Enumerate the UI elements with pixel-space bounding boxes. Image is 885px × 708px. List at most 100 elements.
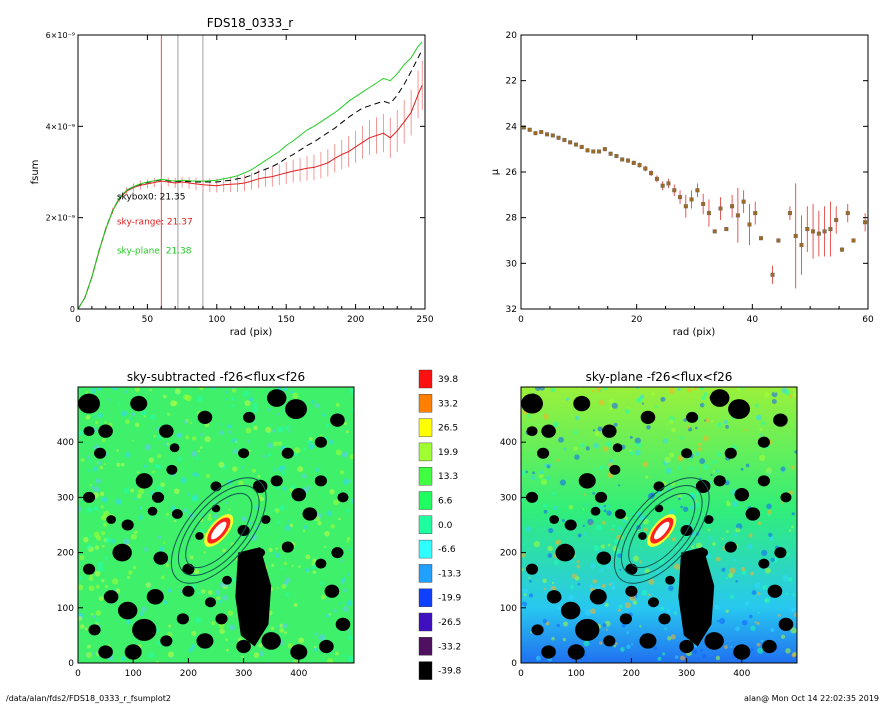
noise-speckle	[535, 502, 538, 505]
masked-source	[121, 519, 134, 531]
noise-speckle	[194, 617, 202, 624]
noise-speckle	[86, 543, 92, 550]
masked-source	[734, 488, 750, 502]
noise-speckle	[577, 582, 581, 586]
noise-speckle	[612, 524, 616, 528]
image-xtick-label: 100	[125, 669, 142, 679]
noise-speckle	[523, 543, 526, 546]
masked-source	[525, 563, 539, 575]
noise-speckle	[104, 584, 109, 589]
noise-speckle	[790, 627, 797, 634]
noise-speckle	[754, 621, 757, 624]
noise-speckle	[657, 656, 662, 661]
masked-source	[612, 443, 623, 453]
noise-speckle	[350, 497, 354, 504]
noise-speckle	[225, 390, 229, 394]
image-ytick-label: 100	[57, 604, 74, 614]
masked-source	[252, 479, 268, 493]
mu-point	[724, 227, 729, 232]
mu-point	[701, 201, 706, 206]
noise-speckle	[121, 656, 126, 661]
masked-source	[654, 504, 664, 513]
noise-speckle	[688, 466, 693, 471]
noise-speckle	[346, 600, 353, 607]
noise-speckle	[346, 430, 349, 434]
noise-speckle	[629, 449, 632, 452]
noise-speckle	[138, 515, 143, 520]
noise-speckle	[156, 434, 162, 440]
noise-speckle	[326, 599, 329, 602]
noise-speckle	[703, 392, 708, 397]
masked-source	[665, 575, 675, 585]
noise-speckle	[601, 583, 606, 588]
noise-speckle	[750, 571, 755, 576]
colorbar-label: -13.3	[438, 569, 461, 579]
noise-speckle	[784, 389, 791, 396]
noise-speckle	[112, 578, 119, 585]
noise-speckle	[593, 544, 600, 552]
noise-speckle	[723, 419, 728, 425]
noise-speckle	[574, 576, 580, 581]
noise-speckle	[244, 400, 251, 407]
colorbar-swatch	[418, 442, 433, 462]
noise-speckle	[339, 470, 345, 475]
noise-speckle	[539, 471, 543, 475]
masked-source	[169, 443, 180, 453]
noise-speckle	[609, 458, 613, 463]
noise-speckle	[654, 405, 658, 409]
noise-speckle	[794, 612, 797, 618]
sky-plane-axes: 0 100 200 300 400 0 100 200 300 400	[500, 438, 751, 679]
noise-speckle	[594, 524, 597, 527]
noise-speckle	[100, 505, 104, 509]
noise-speckle	[542, 503, 548, 508]
noise-speckle	[126, 619, 131, 624]
mu-ytick-label: 28	[506, 214, 518, 224]
mu-xtick-label: 0	[518, 315, 524, 325]
noise-speckle	[95, 610, 102, 616]
noise-speckle	[290, 484, 296, 490]
noise-speckle	[143, 464, 147, 468]
mu-point	[730, 204, 735, 209]
mu-point	[625, 158, 630, 163]
noise-speckle	[671, 427, 676, 433]
noise-speckle	[288, 425, 291, 428]
noise-speckle	[292, 659, 298, 663]
noise-speckle	[275, 553, 281, 559]
fsum-xtick-label: 200	[347, 315, 364, 325]
noise-speckle	[616, 549, 621, 555]
fsum-ylabel: fsum	[30, 160, 41, 185]
noise-speckle	[201, 589, 206, 594]
noise-speckle	[591, 389, 595, 393]
noise-speckle	[573, 430, 578, 435]
noise-speckle	[617, 608, 621, 612]
noise-speckle	[79, 575, 83, 580]
noise-speckle	[276, 520, 280, 524]
masked-source	[124, 644, 142, 660]
noise-speckle	[773, 390, 777, 394]
noise-speckle	[330, 524, 335, 529]
colorbar-label: 13.3	[438, 472, 458, 482]
noise-speckle	[183, 508, 188, 512]
masked-source	[778, 617, 794, 631]
noise-speckle	[347, 630, 350, 634]
noise-speckle	[98, 596, 104, 601]
noise-speckle	[585, 503, 588, 506]
noise-speckle	[115, 498, 122, 505]
masked-source	[205, 597, 216, 608]
mu-point	[799, 243, 804, 248]
noise-speckle	[346, 537, 351, 541]
noise-speckle	[85, 390, 89, 394]
noise-speckle	[761, 420, 767, 426]
noise-speckle	[634, 449, 641, 456]
noise-speckle	[186, 510, 190, 514]
noise-speckle	[703, 463, 709, 470]
noise-speckle	[88, 534, 92, 538]
noise-speckle	[552, 421, 559, 428]
noise-speckle	[594, 431, 600, 437]
mu-point	[660, 183, 665, 188]
mu-point	[631, 160, 636, 165]
noise-speckle	[558, 436, 564, 443]
noise-speckle	[606, 504, 610, 508]
noise-speckle	[288, 430, 292, 433]
noise-speckle	[639, 625, 642, 628]
